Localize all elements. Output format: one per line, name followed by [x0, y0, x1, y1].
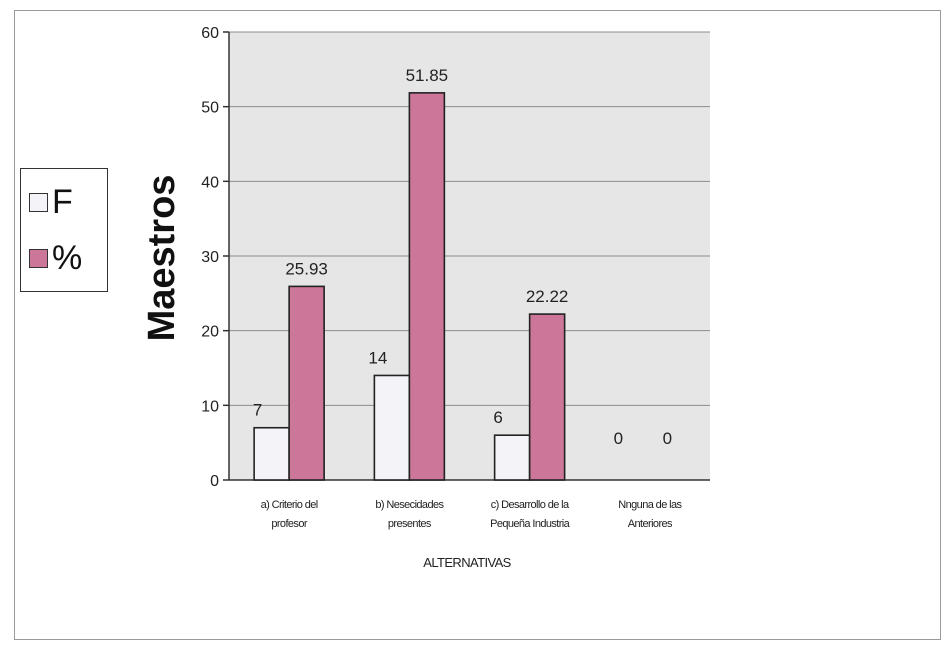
legend-swatch-percent [29, 248, 48, 268]
x-tick-label-line: c) Desarrollo de la [491, 499, 570, 511]
x-tick-label: b) Nesecidades presentes [375, 499, 444, 530]
data-label-percent: 22.22 [526, 287, 569, 306]
y-tick-label: 50 [201, 100, 219, 117]
data-label-f: 14 [368, 348, 387, 367]
legend-label-f: F [52, 183, 73, 221]
x-tick-label-line: Anteriores [628, 518, 673, 530]
y-tick-label: 40 [201, 174, 219, 191]
x-tick-label-line: presentes [388, 518, 432, 530]
bar-f [253, 426, 290, 481]
legend: F % [20, 168, 108, 292]
data-label-f: 6 [493, 408, 502, 427]
y-tick-label: 60 [201, 25, 219, 42]
x-tick-label-line: Pequeña Industria [490, 518, 571, 530]
legend-swatch-f [29, 192, 48, 212]
bar-f [493, 434, 531, 481]
data-label-percent: 25.93 [285, 259, 328, 278]
bar-f [373, 374, 411, 481]
legend-item-f: F [29, 185, 73, 219]
data-label-f: 7 [253, 401, 262, 420]
legend-item-percent: % [29, 241, 82, 275]
x-tick-label-line: b) Nesecidades [375, 499, 444, 511]
bar-percent [288, 285, 325, 481]
x-tick-label: c) Desarrollo de la Pequeña Industria [490, 499, 571, 530]
y-tick-label: 30 [201, 249, 219, 266]
x-tick-label-line: profesor [271, 518, 307, 530]
x-tick-label-line: a) Criterio del [261, 499, 318, 511]
data-label-f: 0 [614, 429, 623, 448]
y-tick-label: 10 [201, 398, 219, 415]
data-label-percent: 0 [663, 429, 672, 448]
y-axis-label: Maestros [141, 175, 183, 342]
y-tick-label: 20 [201, 324, 219, 341]
y-tick-label: 0 [210, 473, 219, 490]
bar-percent [528, 313, 566, 481]
x-tick-label: a) Criterio del profesor [261, 499, 318, 530]
x-tick-label: Nnguna de las Anteriores [618, 499, 682, 530]
legend-label-percent: % [52, 239, 83, 277]
x-axis-label: ALTERNATIVAS [423, 555, 511, 570]
x-tick-label-line: Nnguna de las [618, 499, 682, 511]
data-label-percent: 51.85 [406, 66, 449, 85]
bar-percent [408, 92, 446, 481]
